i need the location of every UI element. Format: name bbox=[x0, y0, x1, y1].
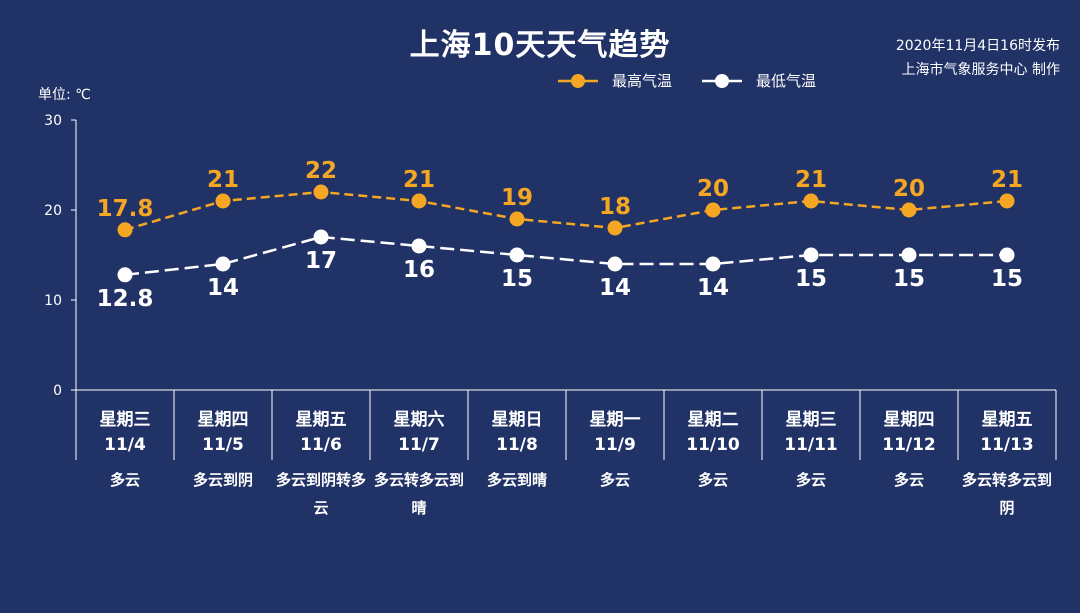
date-label: 11/6 bbox=[300, 435, 342, 455]
data-label-low: 15 bbox=[795, 266, 827, 292]
weekday-label: 星期五 bbox=[295, 410, 347, 430]
data-point-low bbox=[705, 256, 721, 272]
date-label: 11/5 bbox=[202, 435, 244, 455]
data-label-high: 19 bbox=[501, 185, 533, 211]
data-label-low: 15 bbox=[893, 266, 925, 292]
data-label-low: 14 bbox=[207, 275, 239, 301]
data-point-low bbox=[313, 229, 329, 245]
unit-label: 单位: ℃ bbox=[38, 87, 91, 103]
producer: 上海市气象服务中心 制作 bbox=[901, 62, 1060, 78]
legend-low[interactable]: 最低气温 bbox=[702, 70, 816, 91]
weather-label: 多云 bbox=[697, 471, 728, 489]
data-point-high bbox=[313, 184, 329, 200]
data-label-low: 14 bbox=[697, 275, 729, 301]
weather-label: 多云到阴 bbox=[192, 471, 253, 489]
data-point-low bbox=[607, 256, 623, 272]
legend-high[interactable]: 最高气温 bbox=[558, 70, 672, 91]
y-tick-label: 30 bbox=[44, 113, 62, 129]
data-point-low bbox=[901, 247, 917, 263]
data-label-high: 21 bbox=[403, 167, 435, 193]
legend-high-marker bbox=[558, 73, 598, 88]
y-tick-label: 0 bbox=[53, 383, 62, 399]
date-label: 11/9 bbox=[594, 435, 636, 455]
data-point-high bbox=[411, 193, 427, 209]
data-label-low: 17 bbox=[305, 248, 337, 274]
weather-label: 多云到晴 bbox=[486, 471, 547, 489]
y-tick-label: 10 bbox=[44, 293, 62, 309]
data-label-high: 22 bbox=[305, 158, 337, 184]
data-point-low bbox=[803, 247, 819, 263]
data-point-low bbox=[117, 267, 133, 283]
legend-high-label: 最高气温 bbox=[612, 72, 673, 90]
date-label: 11/11 bbox=[784, 435, 838, 455]
date-label: 11/4 bbox=[104, 435, 146, 455]
legend: 最高气温 最低气温 bbox=[558, 70, 816, 91]
data-label-low: 15 bbox=[991, 266, 1023, 292]
data-point-high bbox=[215, 193, 231, 209]
series-line-low bbox=[124, 235, 1007, 277]
weather-label: 多云 bbox=[599, 471, 630, 489]
weekday-label: 星期三 bbox=[785, 410, 837, 430]
data-label-high: 21 bbox=[795, 167, 827, 193]
weekday-label: 星期四 bbox=[883, 410, 935, 430]
weekday-label: 星期五 bbox=[981, 410, 1033, 430]
data-label-high: 20 bbox=[893, 176, 925, 202]
series-line-high bbox=[124, 190, 1008, 231]
data-point-high bbox=[901, 202, 917, 218]
data-point-low bbox=[411, 238, 427, 254]
data-point-low bbox=[215, 256, 231, 272]
issue-info: 2020年11月4日16时发布 上海市气象服务中心 制作 bbox=[896, 34, 1060, 82]
weekday-label: 星期一 bbox=[589, 410, 641, 430]
date-label: 11/13 bbox=[980, 435, 1034, 455]
weather-label: 多云 bbox=[893, 471, 924, 489]
weather-label: 多云转多云到晴 bbox=[373, 471, 464, 517]
data-label-low: 15 bbox=[501, 266, 533, 292]
weather-label: 多云到阴转多云 bbox=[275, 471, 366, 517]
data-point-high bbox=[607, 220, 623, 236]
date-label: 11/12 bbox=[882, 435, 936, 455]
data-label-low: 16 bbox=[403, 257, 435, 283]
data-point-high bbox=[509, 211, 525, 227]
weekday-label: 星期六 bbox=[393, 410, 445, 430]
data-point-high bbox=[705, 202, 721, 218]
weather-label: 多云 bbox=[109, 471, 140, 489]
data-label-low: 12.8 bbox=[97, 286, 154, 312]
data-point-low bbox=[509, 247, 525, 263]
weekday-label: 星期三 bbox=[99, 410, 151, 430]
date-label: 11/7 bbox=[398, 435, 440, 455]
date-label: 11/8 bbox=[496, 435, 538, 455]
data-point-high bbox=[999, 193, 1015, 209]
date-label: 11/10 bbox=[686, 435, 740, 455]
data-point-low bbox=[999, 247, 1015, 263]
chart-title: 上海10天天气趋势 bbox=[409, 28, 671, 63]
data-label-high: 21 bbox=[207, 167, 239, 193]
data-label-low: 14 bbox=[599, 275, 631, 301]
legend-low-marker bbox=[702, 73, 743, 88]
weekday-label: 星期日 bbox=[491, 410, 543, 430]
y-tick-label: 20 bbox=[44, 203, 62, 219]
legend-low-label: 最低气温 bbox=[756, 72, 817, 90]
data-label-high: 21 bbox=[991, 167, 1023, 193]
weekday-label: 星期二 bbox=[687, 410, 739, 430]
weather-label: 多云 bbox=[795, 471, 826, 489]
data-label-high: 18 bbox=[599, 194, 631, 220]
data-label-high: 20 bbox=[697, 176, 729, 202]
data-point-high bbox=[117, 222, 133, 238]
weather-label: 多云转多云到阴 bbox=[961, 471, 1052, 517]
issued-time: 2020年11月4日16时发布 bbox=[895, 38, 1060, 54]
data-point-high bbox=[803, 193, 819, 209]
weekday-label: 星期四 bbox=[197, 410, 249, 430]
data-label-high: 17.8 bbox=[97, 196, 154, 222]
